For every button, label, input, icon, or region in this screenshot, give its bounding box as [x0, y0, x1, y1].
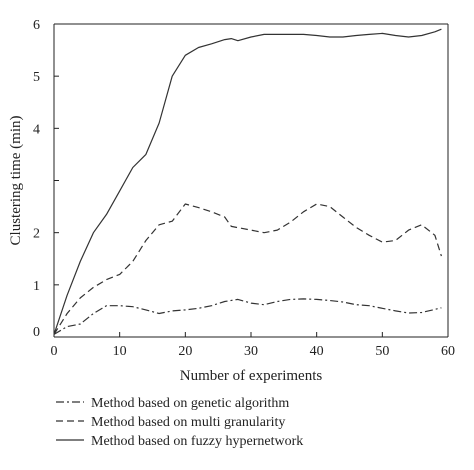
y-ticks: 1 2 4 5 6 0	[33, 18, 59, 340]
series-line-solid	[53, 28, 442, 335]
y-tick-label: 6	[33, 18, 40, 33]
legend-label: Method based on fuzzy hypernetwork	[91, 434, 303, 449]
series-line-dashdot	[53, 298, 442, 335]
series-group	[53, 28, 442, 335]
x-axis-title: Number of experiments	[180, 368, 323, 384]
y-tick-label: 2	[33, 227, 40, 242]
y-tick-label: 1	[33, 279, 40, 294]
x-tick-label: 20	[178, 344, 192, 359]
axes	[53, 23, 449, 338]
legend: Method based on genetic algorithm Method …	[56, 396, 303, 449]
y-tick-label: 4	[33, 122, 40, 137]
legend-label: Method based on genetic algorithm	[91, 396, 289, 411]
y-tick-label: 5	[33, 70, 40, 85]
x-tick-label: 0	[51, 344, 58, 359]
x-tick-label: 60	[441, 344, 455, 359]
x-tick-label: 30	[244, 344, 258, 359]
series-line-dashed	[53, 203, 442, 335]
x-tick-label: 50	[375, 344, 389, 359]
y-axis-title: Clustering time (min)	[8, 116, 24, 246]
x-tick-label: 40	[310, 344, 324, 359]
legend-label: Method based on multi granularity	[91, 415, 285, 430]
y-origin-label: 0	[33, 325, 40, 340]
x-tick-label: 10	[113, 344, 127, 359]
x-ticks: 0 10 20 30 40 50 60	[51, 332, 455, 359]
